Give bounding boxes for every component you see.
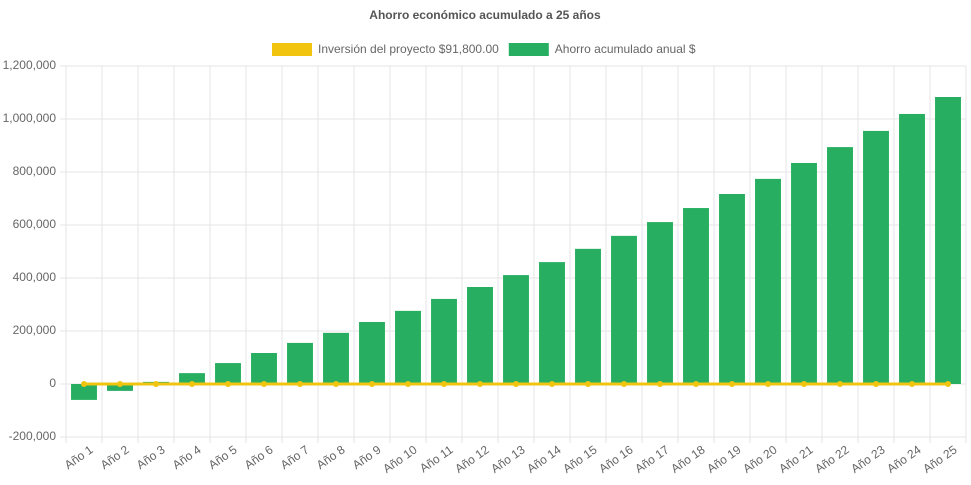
line-point — [585, 381, 591, 387]
x-tick-label: Año 24 — [884, 442, 923, 475]
bar — [395, 310, 421, 384]
x-tick-label: Año 12 — [452, 442, 491, 475]
x-tick-label: Año 7 — [278, 442, 312, 472]
x-tick-label: Año 22 — [812, 442, 851, 475]
bar — [719, 193, 745, 384]
bar — [359, 321, 385, 384]
x-tick-label: Año 16 — [596, 442, 635, 475]
y-tick-label: 800,000 — [13, 164, 57, 178]
x-tick-label: Año 10 — [380, 442, 419, 475]
bar — [899, 113, 925, 384]
bar — [179, 373, 205, 384]
y-tick-label: 1,200,000 — [3, 58, 57, 72]
x-tick-label: Año 25 — [920, 442, 959, 475]
bar — [323, 332, 349, 384]
line-point — [189, 381, 195, 387]
line-point — [369, 381, 375, 387]
y-tick-label: 1,000,000 — [3, 111, 57, 125]
y-tick-label: 0 — [49, 376, 56, 390]
bar — [935, 97, 961, 384]
bar — [215, 363, 241, 384]
x-tick-label: Año 5 — [206, 442, 240, 472]
x-tick-label: Año 17 — [632, 442, 671, 475]
legend-swatch — [508, 43, 549, 56]
bar — [539, 262, 565, 384]
bar — [791, 162, 817, 384]
line-point — [405, 381, 411, 387]
line-point — [441, 381, 447, 387]
x-tick-label: Año 14 — [524, 442, 563, 475]
y-tick-label: 600,000 — [13, 217, 57, 231]
line-point — [945, 381, 951, 387]
line-point — [549, 381, 555, 387]
line-point — [729, 381, 735, 387]
x-tick-label: Año 19 — [704, 442, 743, 475]
bar — [71, 384, 97, 400]
line-point — [477, 381, 483, 387]
line-point — [153, 381, 159, 387]
line-point — [297, 381, 303, 387]
x-tick-label: Año 18 — [668, 442, 707, 475]
legend-swatch — [272, 43, 312, 56]
x-tick-label: Año 15 — [560, 442, 599, 475]
x-tick-label: Año 9 — [350, 442, 384, 472]
legend-label: Ahorro acumulado anual $ — [555, 42, 696, 56]
x-tick-label: Año 13 — [488, 442, 527, 475]
bar — [647, 222, 673, 384]
bar — [755, 178, 781, 384]
line-point — [765, 381, 771, 387]
legend-label: Inversión del proyecto $91,800.00 — [318, 42, 499, 56]
x-tick-label: Año 4 — [170, 442, 204, 472]
line-point — [261, 381, 267, 387]
bar — [683, 208, 709, 384]
x-tick-label: Año 1 — [62, 442, 96, 472]
line-point — [81, 381, 87, 387]
x-tick-label: Año 6 — [242, 442, 276, 472]
chart-title: Ahorro económico acumulado a 25 años — [369, 8, 601, 22]
x-tick-label: Año 23 — [848, 442, 887, 475]
line-point — [225, 381, 231, 387]
line-point — [333, 381, 339, 387]
bar — [287, 342, 313, 384]
line-point — [117, 381, 123, 387]
x-tick-label: Año 21 — [776, 442, 815, 475]
x-tick-label: Año 3 — [134, 442, 168, 472]
x-tick-label: Año 8 — [314, 442, 348, 472]
bar — [431, 298, 457, 384]
line-point — [837, 381, 843, 387]
x-tick-label: Año 20 — [740, 442, 779, 475]
bar — [611, 235, 637, 384]
bar — [467, 287, 493, 384]
line-point — [621, 381, 627, 387]
bar — [251, 352, 277, 384]
line-point — [801, 381, 807, 387]
y-tick-label: 400,000 — [13, 270, 57, 284]
x-tick-label: Año 2 — [98, 442, 132, 472]
bar — [503, 275, 529, 384]
y-tick-label: 200,000 — [13, 323, 57, 337]
bar — [575, 248, 601, 384]
line-point — [873, 381, 879, 387]
bar — [107, 384, 133, 391]
line-point — [693, 381, 699, 387]
line-point — [513, 381, 519, 387]
x-tick-label: Año 11 — [417, 442, 456, 475]
y-tick-label: -200,000 — [9, 429, 57, 443]
line-point — [909, 381, 915, 387]
bar — [827, 147, 853, 384]
bar — [863, 130, 889, 384]
line-point — [657, 381, 663, 387]
